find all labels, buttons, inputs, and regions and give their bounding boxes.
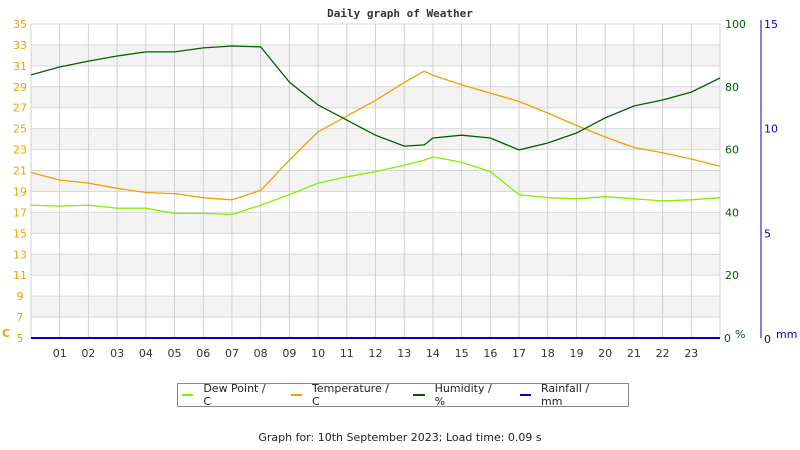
humidity-swatch-icon — [413, 394, 425, 396]
svg-text:15: 15 — [455, 347, 469, 360]
humidity-line — [30, 45, 721, 151]
svg-text:20: 20 — [598, 347, 612, 360]
data-series — [30, 45, 721, 339]
rainfall-axis: 0 5 10 15 mm — [760, 18, 797, 346]
svg-text:11: 11 — [340, 347, 354, 360]
svg-text:100: 100 — [725, 18, 746, 31]
svg-text:09: 09 — [282, 347, 296, 360]
svg-text:0: 0 — [764, 333, 771, 346]
svg-text:29: 29 — [13, 81, 27, 94]
svg-text:17: 17 — [512, 347, 526, 360]
svg-text:%: % — [735, 328, 745, 341]
humidity-axis: 0 20 40 60 80 100% — [724, 18, 746, 345]
svg-text:9: 9 — [17, 290, 24, 303]
svg-text:13: 13 — [13, 248, 27, 261]
svg-text:03: 03 — [110, 347, 124, 360]
svg-text:5: 5 — [17, 332, 24, 345]
svg-text:21: 21 — [627, 347, 641, 360]
legend-label: Rainfall / mm — [541, 382, 590, 408]
legend-label: Dew Point / C — [203, 382, 266, 408]
svg-text:5: 5 — [764, 227, 771, 240]
svg-text:16: 16 — [483, 347, 497, 360]
svg-text:12: 12 — [369, 347, 383, 360]
svg-text:27: 27 — [13, 102, 27, 115]
svg-text:23: 23 — [13, 144, 27, 157]
svg-text:08: 08 — [254, 347, 268, 360]
svg-text:04: 04 — [139, 347, 153, 360]
legend-item-temperature: Temperature / C — [290, 382, 396, 408]
legend-item-dew-point: Dew Point / C — [182, 382, 273, 408]
legend-item-humidity: Humidity / % — [413, 382, 501, 408]
svg-text:02: 02 — [81, 347, 95, 360]
hour-axis: 01 02 03 04 05 06 07 08 09 10 11 12 13 14 15 16 17 18 19 20… — [53, 347, 699, 360]
svg-text:0: 0 — [724, 332, 731, 345]
svg-text:60: 60 — [725, 144, 739, 157]
rainfall-swatch-icon — [519, 394, 532, 396]
svg-text:14: 14 — [426, 347, 440, 360]
svg-text:15: 15 — [764, 18, 778, 31]
svg-text:mm: mm — [776, 328, 797, 341]
legend-label: Humidity / % — [434, 382, 492, 408]
svg-text:40: 40 — [725, 206, 739, 219]
svg-text:15: 15 — [13, 227, 27, 240]
svg-text:05: 05 — [168, 347, 182, 360]
legend-item-rainfall: Rainfall / mm — [519, 382, 610, 408]
svg-text:13: 13 — [397, 347, 411, 360]
svg-text:80: 80 — [725, 81, 739, 94]
svg-text:19: 19 — [569, 347, 583, 360]
chart-title: Daily graph of Weather — [327, 7, 473, 20]
svg-text:33: 33 — [13, 39, 27, 52]
legend-label: Temperature / C — [312, 382, 389, 408]
svg-text:06: 06 — [196, 347, 210, 360]
svg-text:20: 20 — [725, 269, 739, 282]
svg-text:31: 31 — [13, 60, 27, 73]
svg-text:10: 10 — [764, 123, 778, 136]
dew-line — [30, 156, 721, 216]
svg-text:21: 21 — [13, 165, 27, 178]
svg-text:7: 7 — [17, 311, 24, 324]
temperature-line — [30, 70, 721, 201]
svg-text:25: 25 — [13, 123, 27, 136]
dew-point-swatch-icon — [182, 394, 194, 396]
legend: Dew Point / C Temperature / C Humidity /… — [177, 382, 629, 408]
svg-text:17: 17 — [13, 206, 27, 219]
svg-text:23: 23 — [684, 347, 698, 360]
temperature-swatch-icon — [290, 394, 303, 396]
temperature-axis: 5 7 9 11 13 15 17 19 21 23 25 27 29 31 33 35 C — [2, 18, 27, 345]
weather-chart: Daily graph of Weather 5 7 9 11 13 15 17 19 21 23… — [2, 7, 797, 360]
svg-text:C: C — [2, 327, 10, 340]
graph-footer: Graph for: 10th September 2023; Load tim… — [258, 431, 542, 444]
svg-text:11: 11 — [13, 269, 27, 282]
svg-text:18: 18 — [541, 347, 555, 360]
svg-text:22: 22 — [656, 347, 670, 360]
svg-text:10: 10 — [311, 347, 325, 360]
svg-text:07: 07 — [225, 347, 239, 360]
svg-text:19: 19 — [13, 185, 27, 198]
svg-text:35: 35 — [13, 18, 27, 31]
svg-text:01: 01 — [53, 347, 67, 360]
